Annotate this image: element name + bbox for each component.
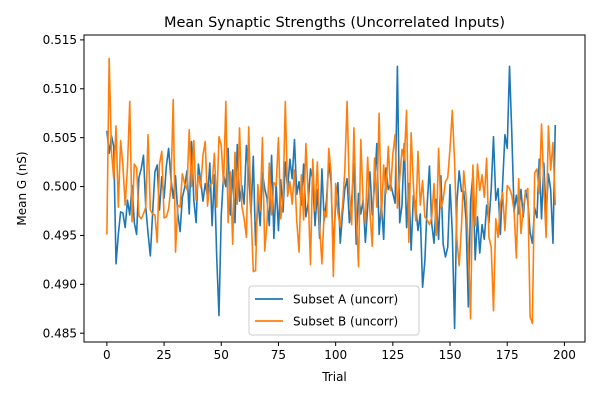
x-tick-label: 200 bbox=[553, 348, 576, 362]
y-tick-label: 0.505 bbox=[43, 131, 77, 145]
x-tick-label: 125 bbox=[381, 348, 404, 362]
y-tick-label: 0.500 bbox=[43, 180, 77, 194]
y-tick-label: 0.485 bbox=[43, 326, 77, 340]
legend-label-subset-a: Subset A (uncorr) bbox=[293, 293, 398, 307]
x-tick-label: 0 bbox=[103, 348, 111, 362]
legend-label-subset-b: Subset B (uncorr) bbox=[293, 315, 398, 329]
y-tick-label: 0.515 bbox=[43, 33, 77, 47]
y-tick-label: 0.510 bbox=[43, 82, 77, 96]
x-tick-label: 50 bbox=[214, 348, 229, 362]
x-axis-label: Trial bbox=[321, 370, 347, 384]
x-tick-label: 100 bbox=[324, 348, 347, 362]
axes-layer: 0 25 50 75 100 125 150 175 200 0.485 0.490 0.495 0.5… bbox=[43, 33, 576, 362]
series-line-subset-b bbox=[106, 57, 557, 325]
x-tick-label: 150 bbox=[439, 348, 462, 362]
y-tick-label: 0.490 bbox=[43, 278, 77, 292]
y-tick-label: 0.495 bbox=[43, 229, 77, 243]
series-layer bbox=[106, 57, 557, 330]
chart-title: Mean Synaptic Strengths (Uncorrelated In… bbox=[164, 15, 505, 31]
y-axis-label: Mean G (nS) bbox=[15, 151, 29, 225]
plot-border bbox=[83, 34, 586, 343]
x-tick-label: 25 bbox=[156, 348, 171, 362]
x-tick-label: 75 bbox=[271, 348, 286, 362]
x-tick-label: 175 bbox=[496, 348, 519, 362]
legend-box bbox=[248, 285, 420, 336]
legend: Subset A (uncorr) Subset B (uncorr) bbox=[248, 285, 420, 336]
